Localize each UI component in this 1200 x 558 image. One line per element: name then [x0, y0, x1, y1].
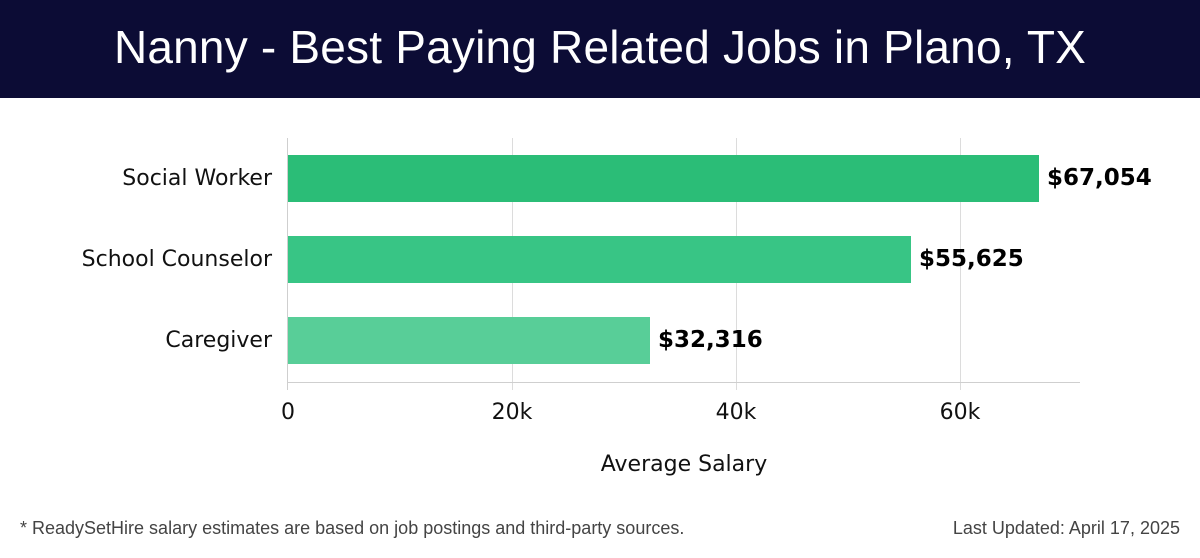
- bar-chart: Social Worker School Counselor Caregiver…: [0, 98, 1200, 498]
- footnote: * ReadySetHire salary estimates are base…: [20, 518, 685, 538]
- x-tick-label: 20k: [491, 400, 533, 425]
- x-tick-label: 60k: [939, 400, 981, 425]
- value-label: $32,316: [657, 327, 763, 353]
- category-label: Caregiver: [165, 328, 272, 353]
- x-axis-title: Average Salary: [600, 452, 768, 477]
- bar-social-worker: [288, 155, 1039, 202]
- category-label: School Counselor: [81, 247, 272, 272]
- last-updated: Last Updated: April 17, 2025: [952, 518, 1180, 538]
- bar-caregiver: [288, 317, 650, 364]
- chart-title: Nanny - Best Paying Related Jobs in Plan…: [113, 21, 1087, 73]
- chart-header: Nanny - Best Paying Related Jobs in Plan…: [0, 0, 1200, 98]
- y-axis-line: [287, 138, 288, 390]
- gridline-60k: [960, 138, 961, 390]
- x-tick-label: 40k: [715, 400, 757, 425]
- value-label: $55,625: [919, 246, 1024, 272]
- value-label: $67,054: [1047, 165, 1152, 191]
- x-tick-label: 0: [281, 400, 295, 425]
- x-axis-line: [288, 382, 1080, 383]
- category-label: Social Worker: [122, 166, 272, 191]
- bar-school-counselor: [288, 236, 911, 283]
